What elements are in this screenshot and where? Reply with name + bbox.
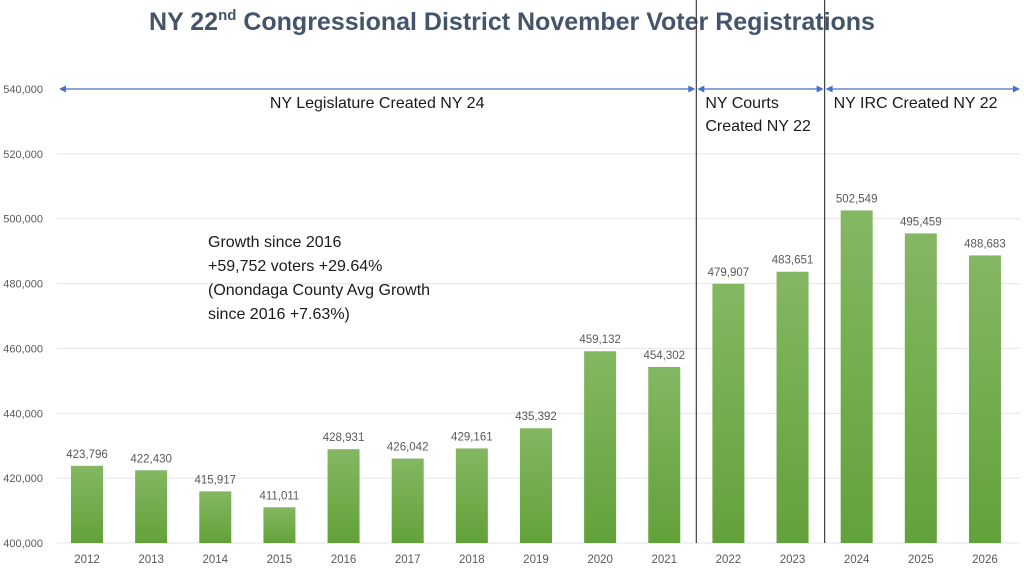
y-tick-label: 540,000 (3, 84, 43, 96)
x-axis-ticks: 2012 2013 2014 2015 2016 2017 2018 2019 2020 2021… (74, 554, 998, 566)
x-tick-label: 2015 (267, 554, 293, 566)
data-label-2022: 479,907 (708, 267, 750, 279)
growth-annotation-line: Growth since 2016 (208, 234, 342, 251)
bar-2012 (71, 465, 103, 543)
y-tick-label: 460,000 (3, 343, 43, 355)
x-tick-label: 2022 (716, 554, 742, 566)
x-tick-label: 2016 (331, 554, 357, 566)
region-label-line: NY Courts (705, 95, 779, 112)
data-label-2012: 423,796 (66, 449, 108, 461)
x-tick-label: 2021 (651, 554, 677, 566)
data-label-2013: 422,430 (130, 453, 172, 465)
x-tick-label: 2025 (908, 554, 934, 566)
data-labels: 423,796 422,430 415,917 411,011 428,931 426,0… (66, 193, 1006, 502)
arrow-left-head-icon (697, 85, 705, 93)
x-tick-label: 2014 (202, 554, 228, 566)
region-arrow (697, 85, 824, 93)
x-tick-label: 2017 (395, 554, 421, 566)
bar-2018 (455, 448, 488, 543)
y-tick-label: 400,000 (3, 538, 43, 550)
bar-2021 (648, 366, 681, 543)
chart-title: NY 22nd Congressional District November … (149, 7, 875, 36)
y-axis-ticks: 400,000 420,000 440,000 460,000 480,000 500,0… (3, 84, 43, 550)
bar-2017 (391, 458, 424, 543)
arrow-left-head-icon (825, 85, 833, 93)
x-tick-label: 2018 (459, 554, 485, 566)
x-tick-label: 2020 (587, 554, 613, 566)
bar-2023 (776, 271, 809, 543)
bar-2024 (840, 210, 873, 543)
bars (71, 210, 1001, 543)
chart-title-superscript: nd (218, 7, 236, 24)
arrow-right-head-icon (1013, 85, 1020, 93)
region-label: NY Legislature Created NY 24 (270, 95, 485, 112)
bar-2019 (519, 428, 552, 543)
bar-2020 (584, 351, 617, 543)
y-tick-label: 500,000 (3, 214, 43, 226)
arrow-right-head-icon (816, 85, 824, 93)
bar-2013 (135, 470, 168, 543)
growth-annotation-line: since 2016 +7.63%) (208, 306, 350, 323)
data-label-2021: 454,302 (643, 350, 685, 362)
bar-2014 (199, 491, 232, 543)
growth-annotation-line: +59,752 voters +29.64% (208, 258, 382, 275)
x-tick-label: 2012 (74, 554, 100, 566)
x-tick-label: 2023 (780, 554, 806, 566)
region-arrow (59, 85, 696, 93)
region-label-line: NY Legislature Created NY 24 (270, 95, 485, 112)
region-arrow (825, 85, 1020, 93)
growth-annotation-line: (Onondaga County Avg Growth (208, 282, 430, 299)
region-annotations: NY Legislature Created NY 24 NY Courts Cre… (59, 85, 1020, 135)
chart-title-main: NY 22 (149, 8, 218, 36)
data-label-2023: 483,651 (772, 255, 814, 267)
region-dividers (695, 0, 826, 543)
bar-2022 (712, 283, 745, 543)
growth-annotation: Growth since 2016 +59,752 voters +29.64%… (208, 234, 435, 323)
data-label-2019: 435,392 (515, 411, 557, 423)
x-tick-label: 2013 (138, 554, 164, 566)
data-label-2024: 502,549 (836, 193, 878, 205)
y-tick-label: 420,000 (3, 473, 43, 485)
arrow-left-head-icon (59, 85, 66, 93)
region-label: NY IRC Created NY 22 (834, 95, 998, 112)
region-label-line: NY IRC Created NY 22 (834, 95, 998, 112)
x-tick-label: 2026 (972, 554, 998, 566)
y-tick-label: 520,000 (3, 149, 43, 161)
region-label: NY Courts Created NY 22 (705, 95, 811, 135)
bar-2025 (904, 233, 937, 543)
data-label-2026: 488,683 (964, 238, 1006, 250)
x-tick-label: 2019 (523, 554, 549, 566)
y-tick-label: 440,000 (3, 408, 43, 420)
bar-2015 (263, 507, 296, 543)
region-label-line: Created NY 22 (705, 118, 811, 135)
bar-2026 (968, 255, 1001, 543)
data-label-2016: 428,931 (323, 432, 365, 444)
arrow-right-head-icon (688, 85, 696, 93)
y-tick-label: 480,000 (3, 279, 43, 291)
data-label-2017: 426,042 (387, 442, 429, 454)
data-label-2020: 459,132 (579, 334, 621, 346)
data-label-2018: 429,161 (451, 431, 493, 443)
x-tick-label: 2024 (844, 554, 870, 566)
chart-title-rest: Congressional District November Voter Re… (236, 8, 875, 36)
data-label-2025: 495,459 (900, 216, 942, 228)
bar-2016 (327, 449, 360, 543)
data-label-2014: 415,917 (194, 474, 236, 486)
gridlines (57, 153, 1020, 544)
data-label-2015: 411,011 (259, 490, 299, 502)
